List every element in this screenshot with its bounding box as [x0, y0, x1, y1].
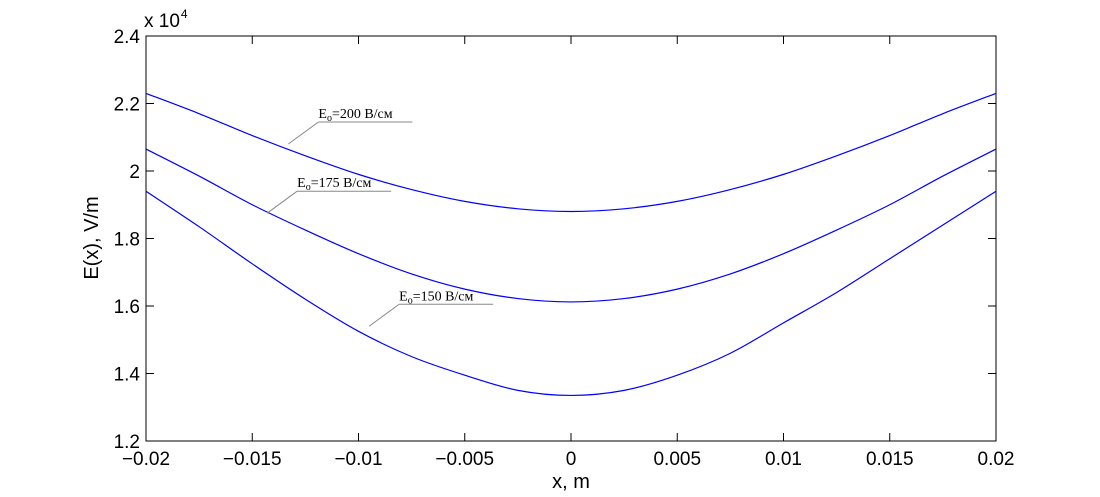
y-tick-label: 1.2 — [114, 432, 140, 453]
y-tick-label: 2 — [129, 162, 140, 183]
annotation-leader — [288, 121, 319, 145]
y-axis-ticks: 1.2 1.4 1.6 1.8 2 2.2 2.4 — [114, 27, 996, 453]
y-tick-label: 2.2 — [114, 95, 140, 116]
annotation-value: =175 В/см — [311, 176, 372, 191]
annotation-symbol: E — [297, 176, 306, 191]
annotation-leader — [266, 190, 298, 214]
annotation-subscript: o — [306, 182, 311, 193]
y-tick-label: 2.4 — [114, 27, 141, 48]
annotation-value: =150 В/см — [413, 289, 474, 304]
x-tick-label: −0.01 — [334, 449, 382, 470]
x-tick-label: −0.02 — [122, 449, 170, 470]
x-tick-label: −0.015 — [223, 449, 282, 470]
annotation-symbol: E — [399, 289, 408, 304]
x-axis-label: x, m — [552, 471, 590, 493]
x-axis-ticks: −0.02 −0.015 −0.01 −0.005 0 0.005 0.01 0.015 0.0… — [122, 36, 1015, 470]
y-axis-label: E(x), V/m — [81, 196, 103, 279]
series-annotation: Eo=150 В/см — [399, 289, 473, 306]
y-tick-label: 1.6 — [114, 297, 140, 318]
annotation-value: =200 В/см — [332, 107, 393, 122]
x-tick-label: 0.005 — [653, 449, 701, 470]
annotation-symbol: E — [318, 107, 327, 122]
series-annotation: Eo=200 В/см — [318, 107, 392, 124]
series-line-0 — [145, 92, 997, 213]
series-line-2 — [145, 190, 997, 397]
y-multiplier-exponent: 4 — [181, 7, 188, 21]
x-tick-label: 0.02 — [978, 449, 1015, 470]
x-tick-label: 0.01 — [765, 449, 802, 470]
series-line-1 — [145, 148, 997, 303]
series-layer — [145, 92, 997, 397]
x-tick-label: −0.005 — [435, 449, 494, 470]
y-axis-multiplier: x 104 — [144, 7, 188, 32]
annotation-subscript: o — [408, 295, 413, 306]
y-tick-label: 1.8 — [114, 230, 140, 251]
x-tick-label: 0 — [566, 449, 577, 470]
series-annotation: Eo=175 В/см — [297, 176, 371, 193]
annotation-leader — [368, 303, 400, 327]
y-multiplier-base: x 10 — [144, 11, 180, 32]
x-tick-label: 0.015 — [866, 449, 914, 470]
plot-area — [145, 35, 997, 442]
y-tick-label: 1.4 — [114, 365, 141, 386]
annotation-subscript: o — [327, 113, 332, 124]
